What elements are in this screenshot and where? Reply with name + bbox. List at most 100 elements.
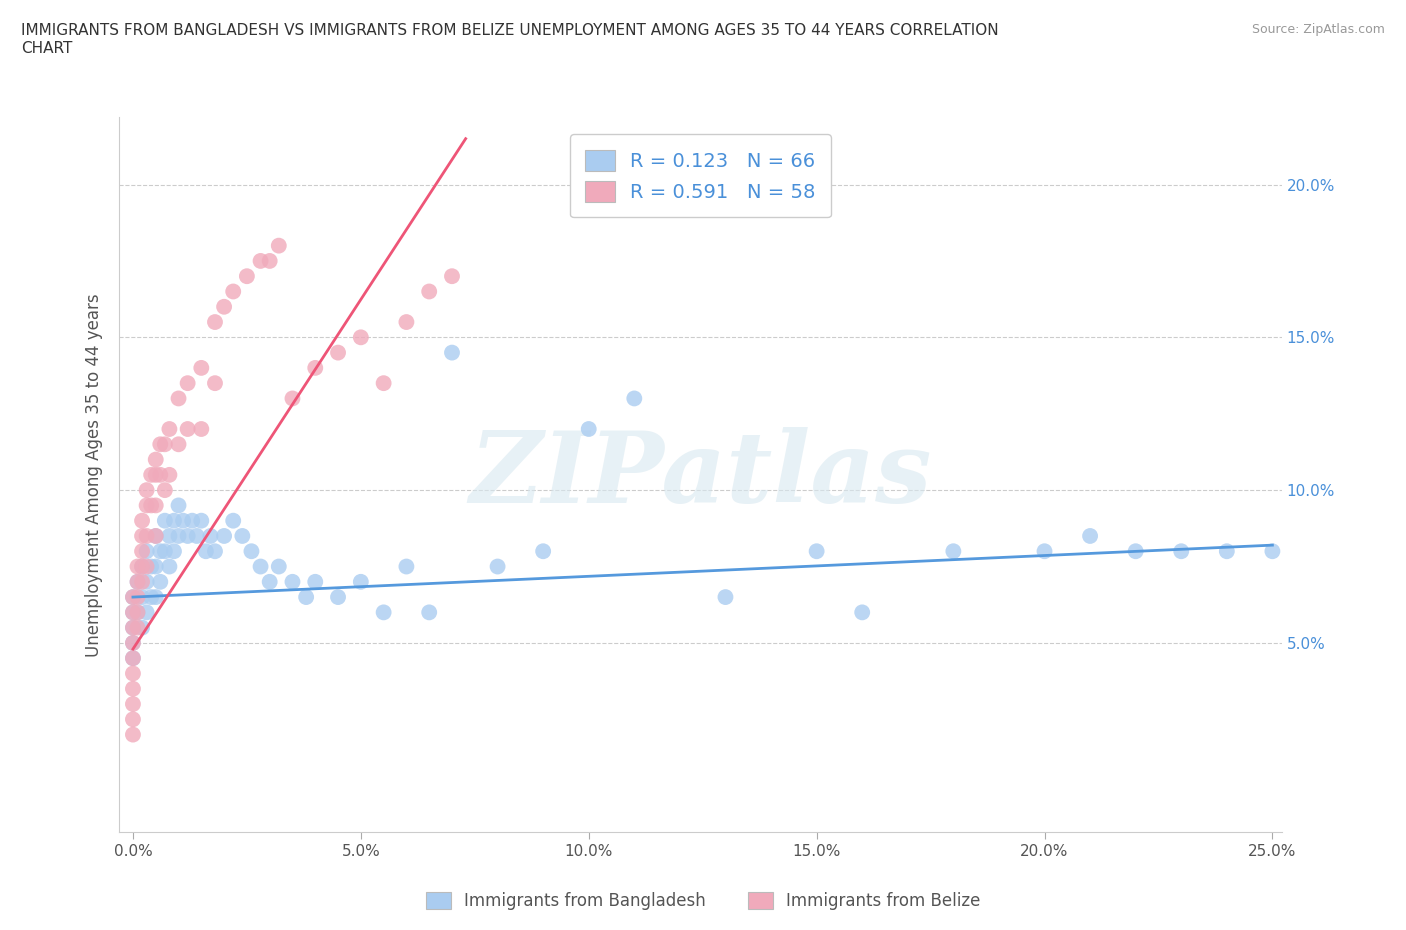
Point <box>127 604 149 619</box>
Point <box>281 391 304 405</box>
Point <box>167 528 190 543</box>
Point <box>122 651 145 666</box>
Point <box>131 528 153 543</box>
Point <box>157 559 180 574</box>
Point <box>131 559 153 574</box>
Point <box>122 604 145 619</box>
Point <box>163 544 186 559</box>
Point <box>153 437 176 452</box>
Point <box>1261 544 1284 559</box>
Point <box>267 559 290 574</box>
Point <box>145 452 167 467</box>
Point <box>190 513 212 528</box>
Point <box>135 559 157 574</box>
Point <box>1125 544 1147 559</box>
Point <box>141 559 163 574</box>
Point <box>122 697 145 711</box>
Point <box>350 575 373 590</box>
Point <box>326 345 349 360</box>
Point <box>122 682 145 697</box>
Point <box>145 468 167 483</box>
Point <box>167 437 190 452</box>
Point <box>1078 528 1101 543</box>
Point <box>122 590 145 604</box>
Point <box>149 575 172 590</box>
Point <box>190 421 212 436</box>
Point <box>135 498 157 512</box>
Point <box>127 604 149 619</box>
Legend: Immigrants from Bangladesh, Immigrants from Belize: Immigrants from Bangladesh, Immigrants f… <box>419 885 987 917</box>
Point <box>222 284 245 299</box>
Point <box>350 330 373 345</box>
Point <box>190 361 212 376</box>
Point <box>418 284 440 299</box>
Point <box>145 528 167 543</box>
Point <box>304 575 326 590</box>
Point <box>131 544 153 559</box>
Point <box>149 437 172 452</box>
Point <box>578 421 600 436</box>
Point <box>157 421 180 436</box>
Point <box>395 559 418 574</box>
Point <box>176 376 198 391</box>
Point <box>135 575 157 590</box>
Point <box>212 299 235 314</box>
Point <box>304 361 326 376</box>
Point <box>395 314 418 329</box>
Point <box>135 544 157 559</box>
Point <box>373 604 395 619</box>
Point <box>212 528 235 543</box>
Text: ZIPatlas: ZIPatlas <box>470 427 932 523</box>
Point <box>176 528 198 543</box>
Point <box>122 635 145 650</box>
Point <box>249 254 271 269</box>
Point <box>122 651 145 666</box>
Point <box>806 544 828 559</box>
Point <box>153 483 176 498</box>
Point <box>204 544 226 559</box>
Point <box>240 544 263 559</box>
Point <box>135 604 157 619</box>
Point <box>122 711 145 726</box>
Point <box>204 314 226 329</box>
Point <box>122 604 145 619</box>
Point <box>157 468 180 483</box>
Point <box>418 604 440 619</box>
Point <box>149 468 172 483</box>
Point <box>131 513 153 528</box>
Point <box>131 620 153 635</box>
Point <box>326 590 349 604</box>
Point <box>141 468 163 483</box>
Point <box>157 528 180 543</box>
Point <box>135 528 157 543</box>
Point <box>122 620 145 635</box>
Point <box>127 575 149 590</box>
Point <box>149 544 172 559</box>
Point <box>153 513 176 528</box>
Text: Source: ZipAtlas.com: Source: ZipAtlas.com <box>1251 23 1385 36</box>
Point <box>531 544 554 559</box>
Point <box>181 513 204 528</box>
Point <box>1170 544 1192 559</box>
Text: IMMIGRANTS FROM BANGLADESH VS IMMIGRANTS FROM BELIZE UNEMPLOYMENT AMONG AGES 35 : IMMIGRANTS FROM BANGLADESH VS IMMIGRANTS… <box>21 23 998 56</box>
Point <box>714 590 737 604</box>
Point <box>127 575 149 590</box>
Point <box>295 590 318 604</box>
Point <box>145 559 167 574</box>
Point <box>236 269 259 284</box>
Point <box>131 575 153 590</box>
Point <box>141 590 163 604</box>
Point <box>122 727 145 742</box>
Point <box>204 376 226 391</box>
Point <box>231 528 253 543</box>
Point <box>122 620 145 635</box>
Point <box>440 345 463 360</box>
Point <box>942 544 965 559</box>
Point <box>122 635 145 650</box>
Point <box>259 575 281 590</box>
Point <box>145 528 167 543</box>
Point <box>145 590 167 604</box>
Point <box>153 544 176 559</box>
Point <box>122 666 145 681</box>
Point <box>222 513 245 528</box>
